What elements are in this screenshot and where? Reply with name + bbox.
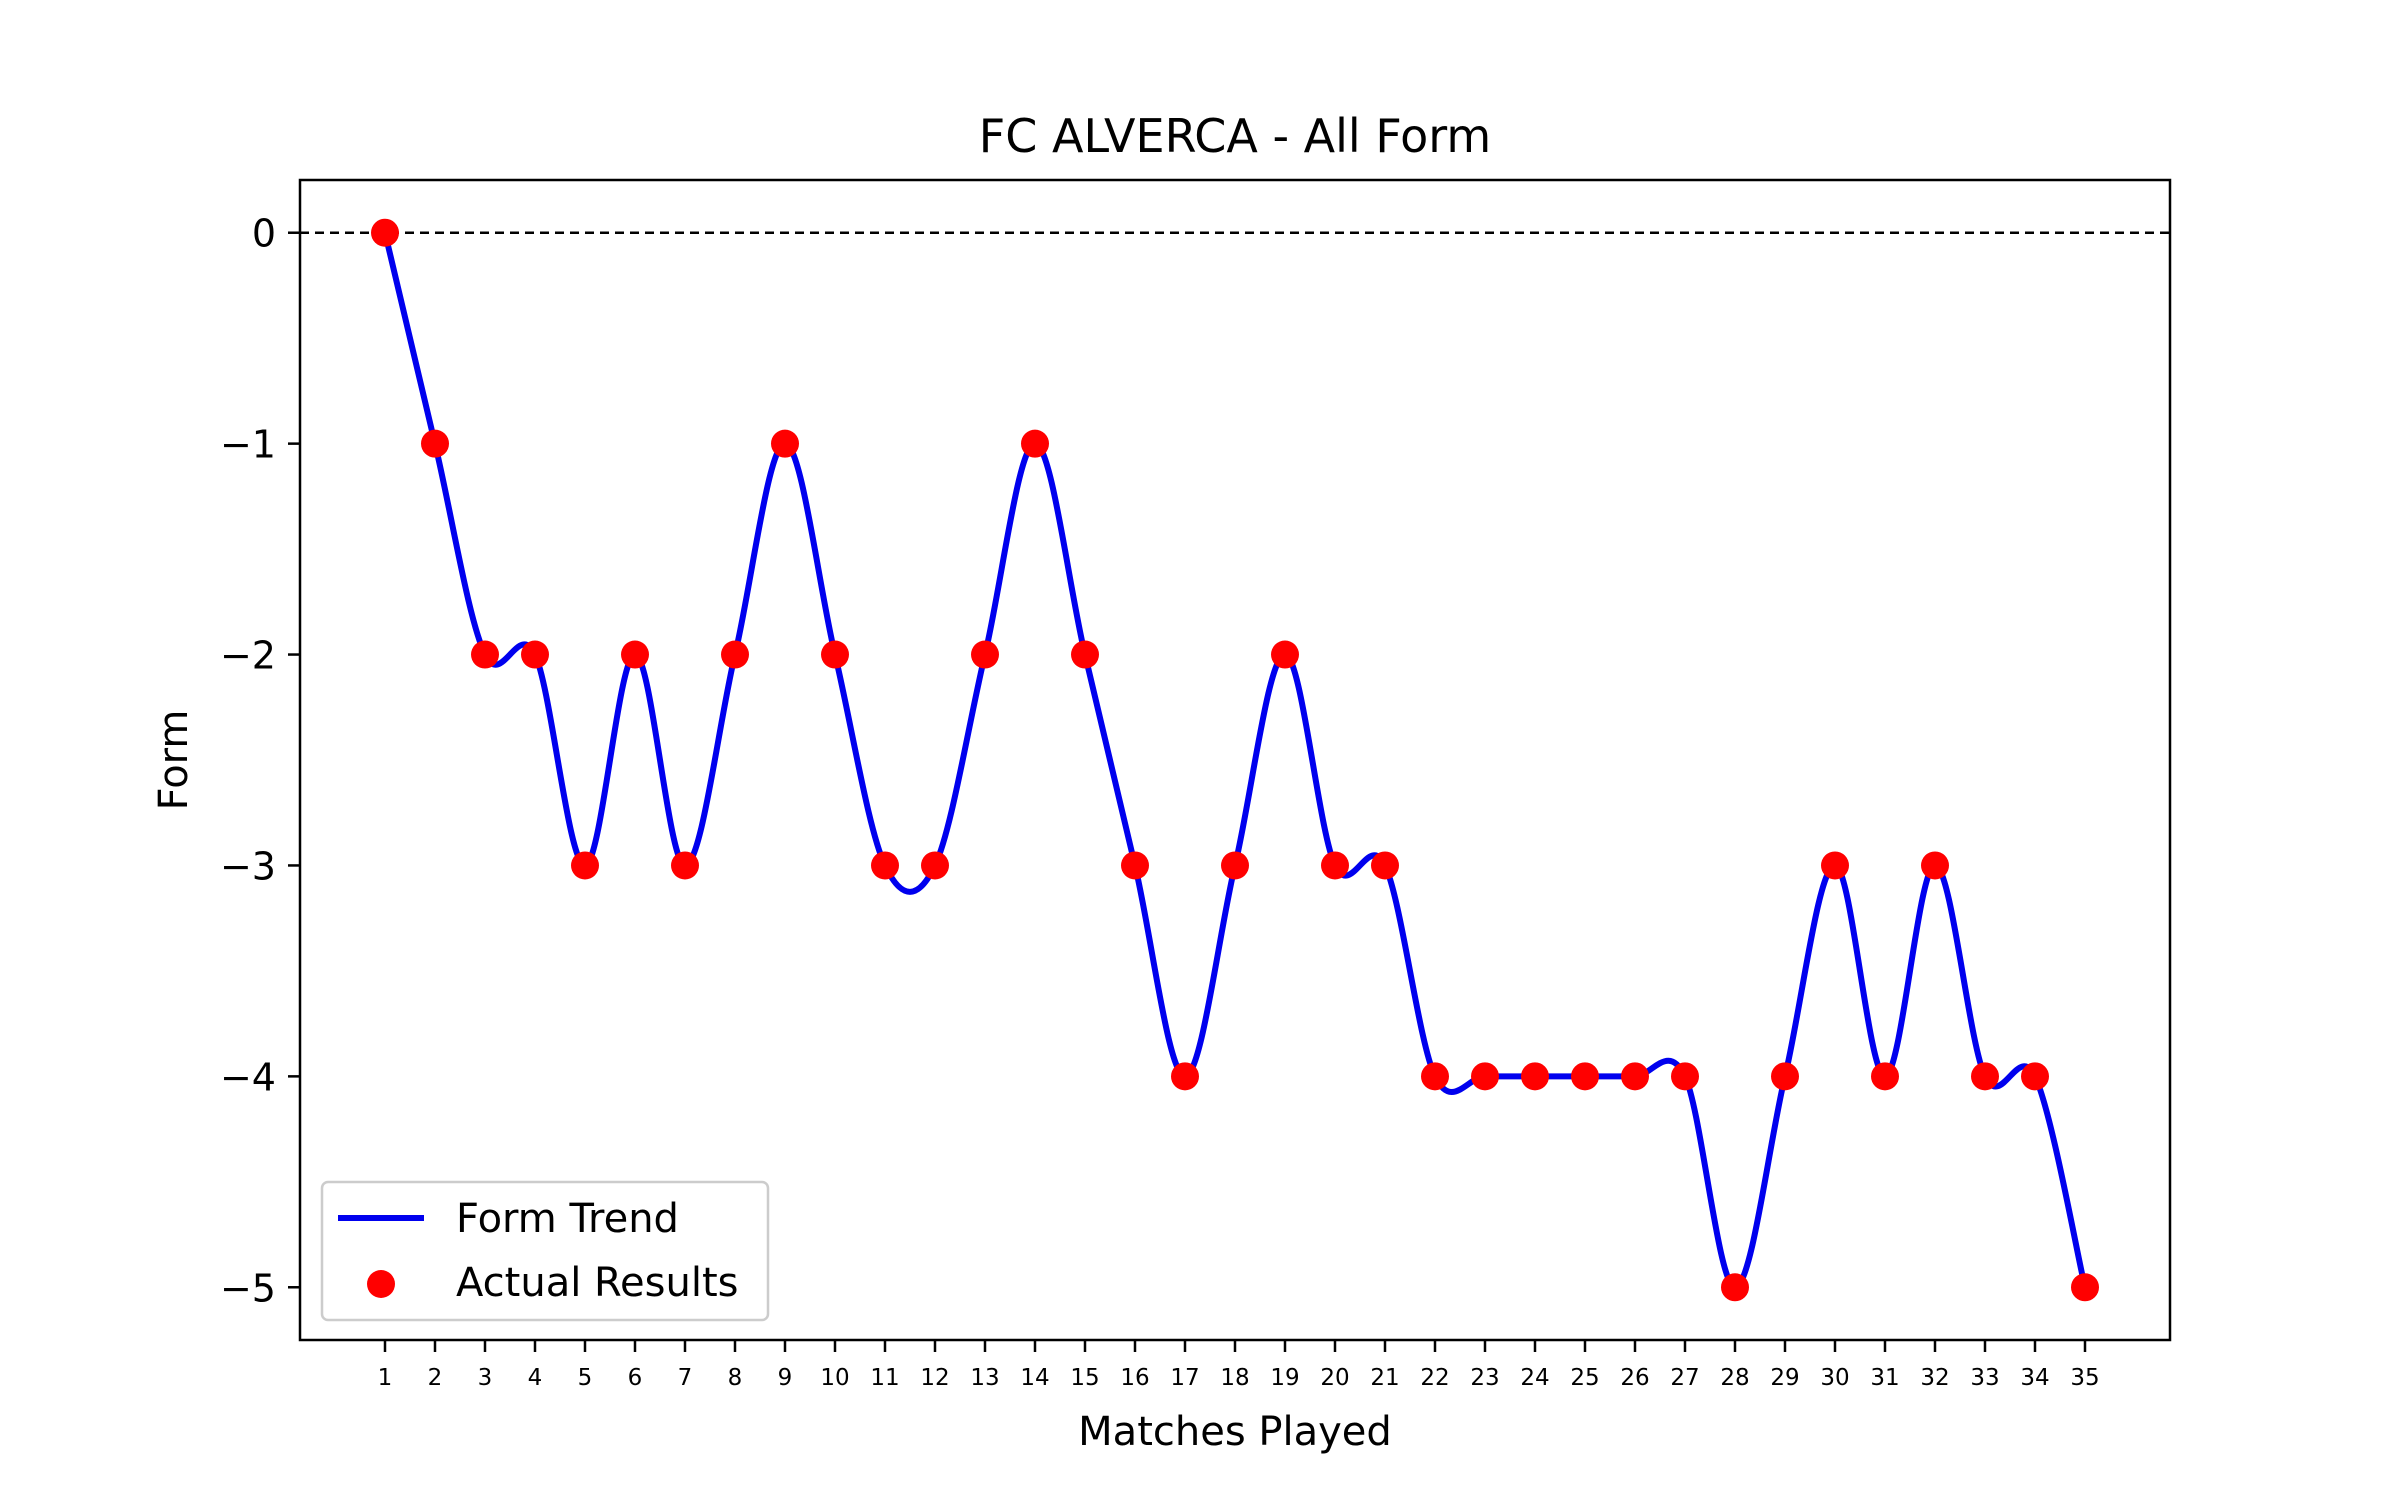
x-tick-label: 20 [1320, 1365, 1349, 1391]
x-tick-label: 25 [1570, 1365, 1599, 1391]
actual-result-point [1621, 1062, 1649, 1091]
x-tick-label: 31 [1870, 1365, 1899, 1391]
y-tick-label: −5 [220, 1266, 276, 1310]
actual-result-point [421, 429, 449, 458]
actual-result-point [871, 851, 899, 880]
x-tick-label: 11 [870, 1365, 899, 1391]
actual-result-point [2071, 1273, 2099, 1302]
actual-result-point [2021, 1062, 2049, 1091]
actual-result-point [721, 640, 749, 669]
actual-result-point [1121, 851, 1149, 880]
x-tick-label: 6 [628, 1365, 643, 1391]
actual-result-point [1521, 1062, 1549, 1091]
x-tick-label: 13 [970, 1365, 999, 1391]
x-tick-label: 22 [1420, 1365, 1449, 1391]
actual-result-point [1221, 851, 1249, 880]
actual-result-point [821, 640, 849, 669]
actual-result-point [1371, 851, 1399, 880]
x-tick-label: 1 [378, 1365, 393, 1391]
x-tick-label: 18 [1220, 1365, 1249, 1391]
actual-result-point [621, 640, 649, 669]
x-tick-label: 27 [1670, 1365, 1699, 1391]
x-tick-label: 10 [820, 1365, 849, 1391]
actual-result-point [571, 851, 599, 880]
x-tick-label: 28 [1720, 1365, 1749, 1391]
legend: Form Trend Actual Results [320, 1180, 770, 1322]
x-tick-label: 26 [1620, 1365, 1649, 1391]
x-tick-label: 33 [1970, 1365, 1999, 1391]
actual-result-point [921, 851, 949, 880]
y-tick-label: −2 [220, 634, 276, 678]
y-tick-label: −4 [220, 1055, 276, 1099]
x-axis: 1 2 3 4 5 6 7 8 9 10 11 12 13 14 15 16 17 18 19 20 21 22 23 24 2… [378, 1340, 2100, 1391]
actual-result-point [471, 640, 499, 669]
x-tick-label: 7 [678, 1365, 693, 1391]
y-axis: 0 −1 −2 −3 −4 −5 [220, 212, 300, 1310]
y-tick-label: −1 [220, 423, 276, 467]
y-tick-label: 0 [252, 212, 276, 256]
legend-dot-swatch [367, 1270, 395, 1298]
x-tick-label: 17 [1170, 1365, 1199, 1391]
x-tick-label: 34 [2020, 1365, 2049, 1391]
x-tick-label: 3 [478, 1365, 493, 1391]
actual-result-point [1821, 851, 1849, 880]
x-axis-label: Matches Played [1078, 1409, 1392, 1455]
x-tick-label: 15 [1070, 1365, 1099, 1391]
x-tick-label: 12 [920, 1365, 949, 1391]
actual-result-point [371, 218, 399, 247]
x-tick-label: 24 [1520, 1365, 1549, 1391]
actual-result-point [671, 851, 699, 880]
x-tick-label: 8 [728, 1365, 743, 1391]
plot-area [300, 218, 2170, 1302]
x-tick-label: 14 [1020, 1365, 1049, 1391]
actual-result-point [1771, 1062, 1799, 1091]
actual-result-point [1871, 1062, 1899, 1091]
actual-result-point [1171, 1062, 1199, 1091]
x-tick-label: 21 [1370, 1365, 1399, 1391]
x-tick-label: 29 [1770, 1365, 1799, 1391]
actual-result-point [1921, 851, 1949, 880]
x-tick-label: 23 [1470, 1365, 1499, 1391]
actual-result-point [771, 429, 799, 458]
x-tick-label: 35 [2070, 1365, 2099, 1391]
actual-result-point [1571, 1062, 1599, 1091]
x-tick-label: 30 [1820, 1365, 1849, 1391]
y-axis-label: Form [151, 710, 197, 811]
actual-result-point [1721, 1273, 1749, 1302]
actual-result-point [1321, 851, 1349, 880]
actual-result-point [1471, 1062, 1499, 1091]
actual-result-point [1271, 640, 1299, 669]
legend-box [320, 1180, 770, 1322]
actual-result-point [1421, 1062, 1449, 1091]
x-tick-label: 32 [1920, 1365, 1949, 1391]
x-tick-label: 16 [1120, 1365, 1149, 1391]
x-tick-label: 5 [578, 1365, 593, 1391]
actual-result-point [971, 640, 999, 669]
y-tick-label: −3 [220, 844, 276, 888]
legend-label-actual-results: Actual Results [456, 1260, 738, 1306]
chart-title: FC ALVERCA - All Form [979, 109, 1491, 163]
actual-result-point [521, 640, 549, 669]
legend-label-form-trend: Form Trend [456, 1196, 679, 1242]
actual-result-point [1971, 1062, 1999, 1091]
actual-result-point [1021, 429, 1049, 458]
x-tick-label: 4 [528, 1365, 543, 1391]
actual-result-point [1671, 1062, 1699, 1091]
x-tick-label: 19 [1270, 1365, 1299, 1391]
x-tick-label: 9 [778, 1365, 793, 1391]
actual-result-point [1071, 640, 1099, 669]
x-tick-label: 2 [428, 1365, 443, 1391]
